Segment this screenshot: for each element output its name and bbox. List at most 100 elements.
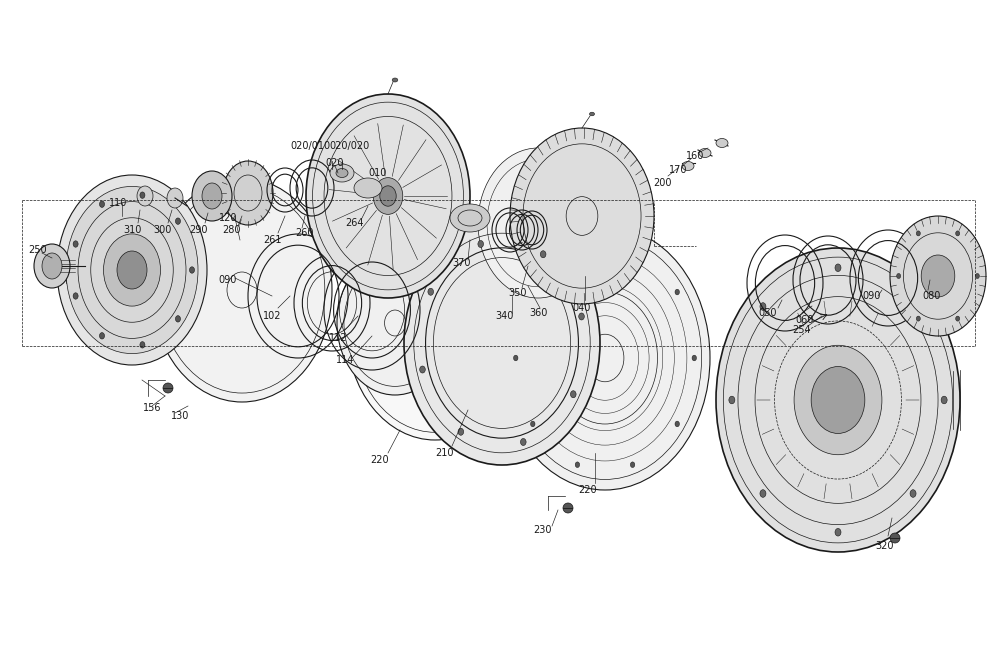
Text: 090: 090 bbox=[863, 291, 881, 301]
Ellipse shape bbox=[73, 240, 78, 247]
Text: 102: 102 bbox=[263, 311, 281, 321]
Ellipse shape bbox=[760, 490, 766, 497]
Ellipse shape bbox=[66, 186, 198, 353]
Text: 210: 210 bbox=[436, 448, 454, 458]
Text: 060: 060 bbox=[796, 315, 814, 325]
Text: 020: 020 bbox=[326, 158, 344, 168]
Ellipse shape bbox=[99, 333, 104, 339]
Text: 170: 170 bbox=[669, 165, 687, 175]
Ellipse shape bbox=[478, 148, 598, 298]
Ellipse shape bbox=[347, 220, 523, 440]
Ellipse shape bbox=[921, 255, 955, 297]
Text: 010: 010 bbox=[369, 168, 387, 178]
Text: 254: 254 bbox=[793, 325, 811, 335]
Ellipse shape bbox=[330, 164, 354, 182]
Ellipse shape bbox=[675, 421, 679, 427]
Ellipse shape bbox=[579, 313, 584, 320]
Ellipse shape bbox=[531, 421, 535, 427]
Ellipse shape bbox=[478, 240, 483, 248]
Ellipse shape bbox=[590, 112, 594, 116]
Ellipse shape bbox=[450, 204, 490, 232]
Ellipse shape bbox=[223, 161, 273, 225]
Ellipse shape bbox=[163, 383, 173, 393]
Ellipse shape bbox=[956, 316, 960, 321]
Text: 020/010: 020/010 bbox=[290, 141, 330, 151]
Text: 340: 340 bbox=[496, 311, 514, 321]
Ellipse shape bbox=[692, 355, 696, 361]
Ellipse shape bbox=[811, 367, 865, 434]
Text: 290: 290 bbox=[189, 225, 207, 235]
Ellipse shape bbox=[910, 303, 916, 311]
Text: 260: 260 bbox=[296, 228, 314, 238]
Text: 050: 050 bbox=[759, 308, 777, 318]
Ellipse shape bbox=[563, 503, 573, 513]
Ellipse shape bbox=[540, 250, 546, 258]
Ellipse shape bbox=[794, 345, 882, 455]
Ellipse shape bbox=[897, 273, 901, 279]
Ellipse shape bbox=[630, 462, 635, 468]
Ellipse shape bbox=[956, 231, 960, 236]
Ellipse shape bbox=[630, 248, 635, 254]
Ellipse shape bbox=[175, 218, 180, 224]
Ellipse shape bbox=[152, 178, 332, 402]
Text: 360: 360 bbox=[529, 308, 547, 318]
Ellipse shape bbox=[380, 186, 396, 206]
Ellipse shape bbox=[890, 216, 986, 336]
Ellipse shape bbox=[42, 253, 62, 279]
Ellipse shape bbox=[531, 289, 535, 295]
Ellipse shape bbox=[916, 231, 920, 236]
Ellipse shape bbox=[392, 78, 398, 82]
Ellipse shape bbox=[510, 128, 654, 304]
Ellipse shape bbox=[140, 341, 145, 348]
Text: 310: 310 bbox=[123, 225, 141, 235]
Ellipse shape bbox=[175, 316, 180, 322]
Ellipse shape bbox=[835, 528, 841, 536]
Ellipse shape bbox=[916, 316, 920, 321]
Text: 261: 261 bbox=[263, 235, 281, 245]
Text: 040: 040 bbox=[573, 303, 591, 313]
Text: 120: 120 bbox=[219, 213, 237, 223]
Ellipse shape bbox=[716, 138, 728, 148]
Text: 230: 230 bbox=[533, 525, 551, 535]
Ellipse shape bbox=[140, 192, 145, 198]
Ellipse shape bbox=[73, 293, 78, 299]
Ellipse shape bbox=[354, 178, 382, 198]
Ellipse shape bbox=[428, 289, 434, 295]
Ellipse shape bbox=[729, 396, 735, 403]
Ellipse shape bbox=[514, 355, 518, 361]
Ellipse shape bbox=[890, 533, 900, 543]
Ellipse shape bbox=[137, 186, 153, 206]
Ellipse shape bbox=[500, 226, 710, 490]
Ellipse shape bbox=[420, 366, 425, 373]
Ellipse shape bbox=[570, 391, 576, 397]
Ellipse shape bbox=[675, 289, 679, 295]
Ellipse shape bbox=[167, 188, 183, 208]
Text: 114: 114 bbox=[336, 355, 354, 365]
Ellipse shape bbox=[373, 178, 403, 214]
Ellipse shape bbox=[835, 264, 841, 272]
Text: 280: 280 bbox=[223, 225, 241, 235]
Text: 300: 300 bbox=[153, 225, 171, 235]
Text: 160: 160 bbox=[686, 151, 704, 161]
Ellipse shape bbox=[100, 201, 104, 207]
Text: 156: 156 bbox=[143, 403, 161, 413]
Ellipse shape bbox=[104, 234, 160, 306]
Text: 090: 090 bbox=[219, 275, 237, 285]
Ellipse shape bbox=[34, 244, 70, 288]
Ellipse shape bbox=[941, 396, 947, 403]
Ellipse shape bbox=[117, 251, 147, 289]
Text: 020/020: 020/020 bbox=[330, 141, 370, 151]
Ellipse shape bbox=[575, 462, 580, 468]
Text: 220: 220 bbox=[579, 485, 597, 495]
Ellipse shape bbox=[760, 303, 766, 311]
Ellipse shape bbox=[190, 267, 195, 273]
Text: 320: 320 bbox=[876, 541, 894, 551]
Text: 200: 200 bbox=[653, 178, 671, 188]
Text: 112: 112 bbox=[329, 333, 347, 343]
Text: 080: 080 bbox=[923, 291, 941, 301]
Ellipse shape bbox=[910, 490, 916, 497]
Ellipse shape bbox=[337, 251, 453, 395]
Ellipse shape bbox=[458, 428, 464, 436]
Text: 350: 350 bbox=[509, 288, 527, 298]
Text: 130: 130 bbox=[171, 411, 189, 421]
